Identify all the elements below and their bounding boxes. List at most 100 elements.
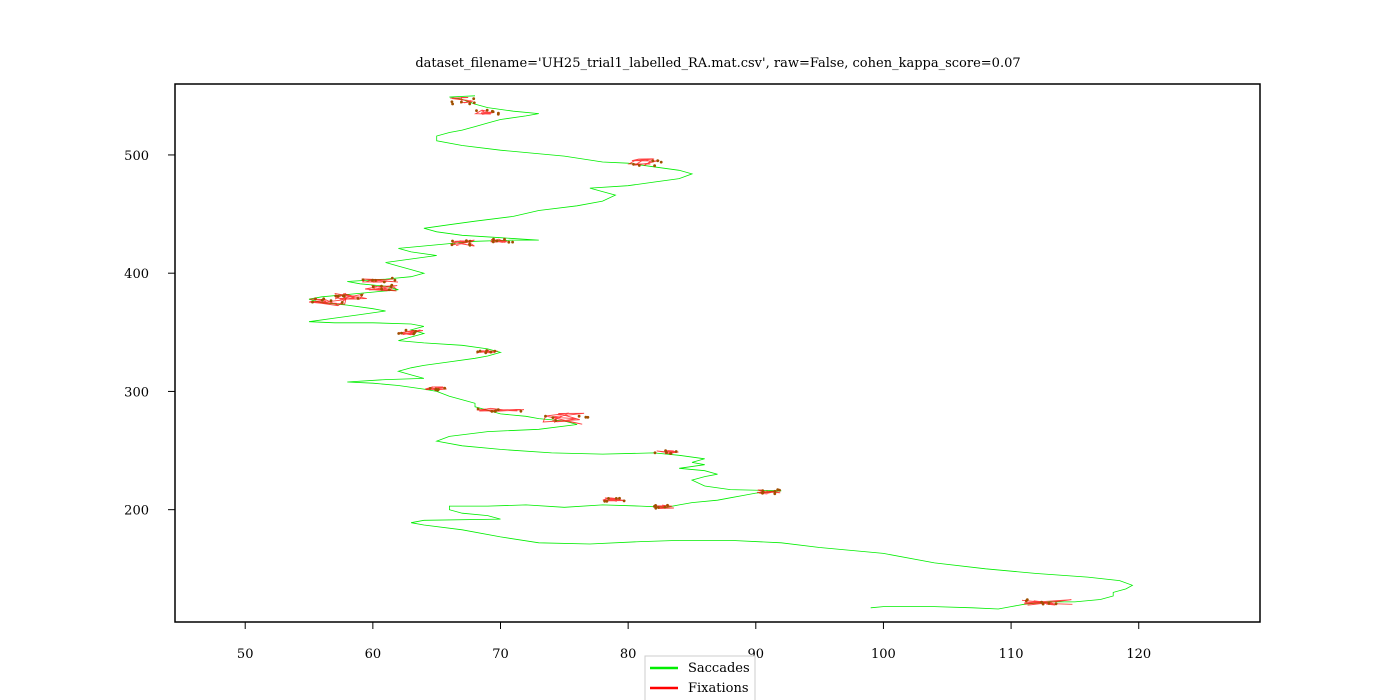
fixation-point (493, 410, 497, 413)
fixation-point (507, 240, 511, 244)
fixation-point (342, 295, 346, 298)
fixation-point (663, 505, 667, 509)
fixation-cluster-line (473, 109, 495, 115)
fixation-point (478, 349, 482, 353)
fixation-cluster (653, 449, 679, 455)
fixation-point (404, 328, 408, 332)
fixation-point (412, 332, 415, 336)
fixation-point (465, 239, 468, 243)
fixation-point (605, 499, 609, 503)
fixation-point (653, 164, 656, 168)
fixation-point (329, 299, 333, 303)
fixation-point (584, 415, 588, 419)
fixation-point (666, 503, 669, 507)
plot-area (308, 95, 1134, 610)
fixation-point (632, 162, 635, 166)
fixation-point (651, 159, 655, 163)
fixation-cluster-line (602, 497, 626, 502)
fixation-point (390, 276, 394, 280)
fixation-point (586, 415, 590, 419)
fixation-cluster (602, 496, 626, 503)
legend-box (644, 655, 756, 700)
saccades-series-line (308, 95, 1134, 610)
fixation-cluster (490, 237, 514, 244)
fixation-cluster (308, 297, 347, 307)
fixation-cluster (473, 108, 500, 116)
saccades-layer (308, 95, 1134, 610)
fixation-point (778, 488, 781, 492)
fixation-point (519, 409, 523, 413)
fixation-point (475, 109, 478, 112)
fixation-point (577, 414, 581, 418)
fixation-point (603, 499, 607, 503)
fixation-point (674, 450, 678, 453)
fixation-point (491, 240, 495, 244)
fixation-point (618, 496, 621, 500)
fixation-point (669, 452, 673, 455)
fixation-point (360, 293, 363, 297)
fixation-point (451, 102, 454, 106)
y-tick-label: 500 (124, 149, 149, 164)
fixation-point (380, 287, 383, 291)
fixation-point (664, 449, 667, 452)
fixations-layer (308, 96, 1073, 606)
fixation-cluster (450, 96, 476, 106)
fixation-point (451, 239, 454, 243)
fixation-point (387, 288, 391, 292)
y-axis: 200 300 400 500 (124, 149, 175, 519)
fixation-point (414, 329, 418, 333)
fixation-point (1024, 599, 1028, 603)
fixation-point (503, 237, 506, 241)
fixation-point (380, 284, 383, 288)
fixation-cluster (361, 276, 399, 284)
fixation-point (340, 301, 344, 304)
fixation-point (490, 410, 494, 413)
fixation-point (443, 386, 447, 390)
fixation-point (476, 350, 480, 354)
fixation-point (607, 497, 610, 500)
fixation-point (653, 505, 656, 508)
fixation-point (1041, 602, 1045, 606)
fixation-point (311, 300, 314, 304)
legend-saccades-label: Saccades (688, 661, 750, 676)
fixation-point (653, 451, 657, 455)
fixation-point (336, 294, 340, 298)
fixation-point (374, 278, 377, 282)
fixation-point (389, 285, 393, 288)
fixation-point (1054, 602, 1058, 606)
y-tick-label: 400 (124, 267, 149, 282)
fixation-point (761, 489, 765, 493)
fixation-point (659, 160, 663, 164)
fixation-cluster (627, 158, 663, 168)
fixation-cluster (365, 283, 398, 292)
fixation-cluster (476, 349, 498, 355)
fixation-point (356, 297, 360, 300)
fixation-point (472, 101, 476, 105)
fixation-point (622, 499, 626, 503)
fixation-point (468, 239, 472, 243)
fixation-point (468, 102, 472, 106)
fixation-point (551, 416, 555, 419)
fixation-point (334, 294, 338, 298)
fixation-cluster-line (450, 239, 475, 247)
fixation-cluster (476, 407, 525, 413)
fixation-point (544, 414, 547, 418)
fixation-point (657, 506, 660, 509)
fixation-cluster (653, 503, 674, 510)
fixation-point (371, 278, 374, 282)
x-tick-label: 120 (1126, 647, 1151, 662)
fixation-point (484, 351, 488, 355)
x-tick-label: 110 (999, 647, 1024, 662)
fixation-point (1040, 600, 1043, 604)
fixation-point (489, 350, 493, 354)
fixation-point (773, 492, 777, 496)
fixation-point (320, 298, 324, 302)
fixation-cluster (1021, 598, 1073, 606)
fixation-point (497, 111, 500, 115)
fixation-point (656, 159, 660, 163)
x-tick-label: 60 (365, 647, 382, 662)
fixation-point (637, 164, 641, 167)
fixation-point (472, 97, 476, 101)
